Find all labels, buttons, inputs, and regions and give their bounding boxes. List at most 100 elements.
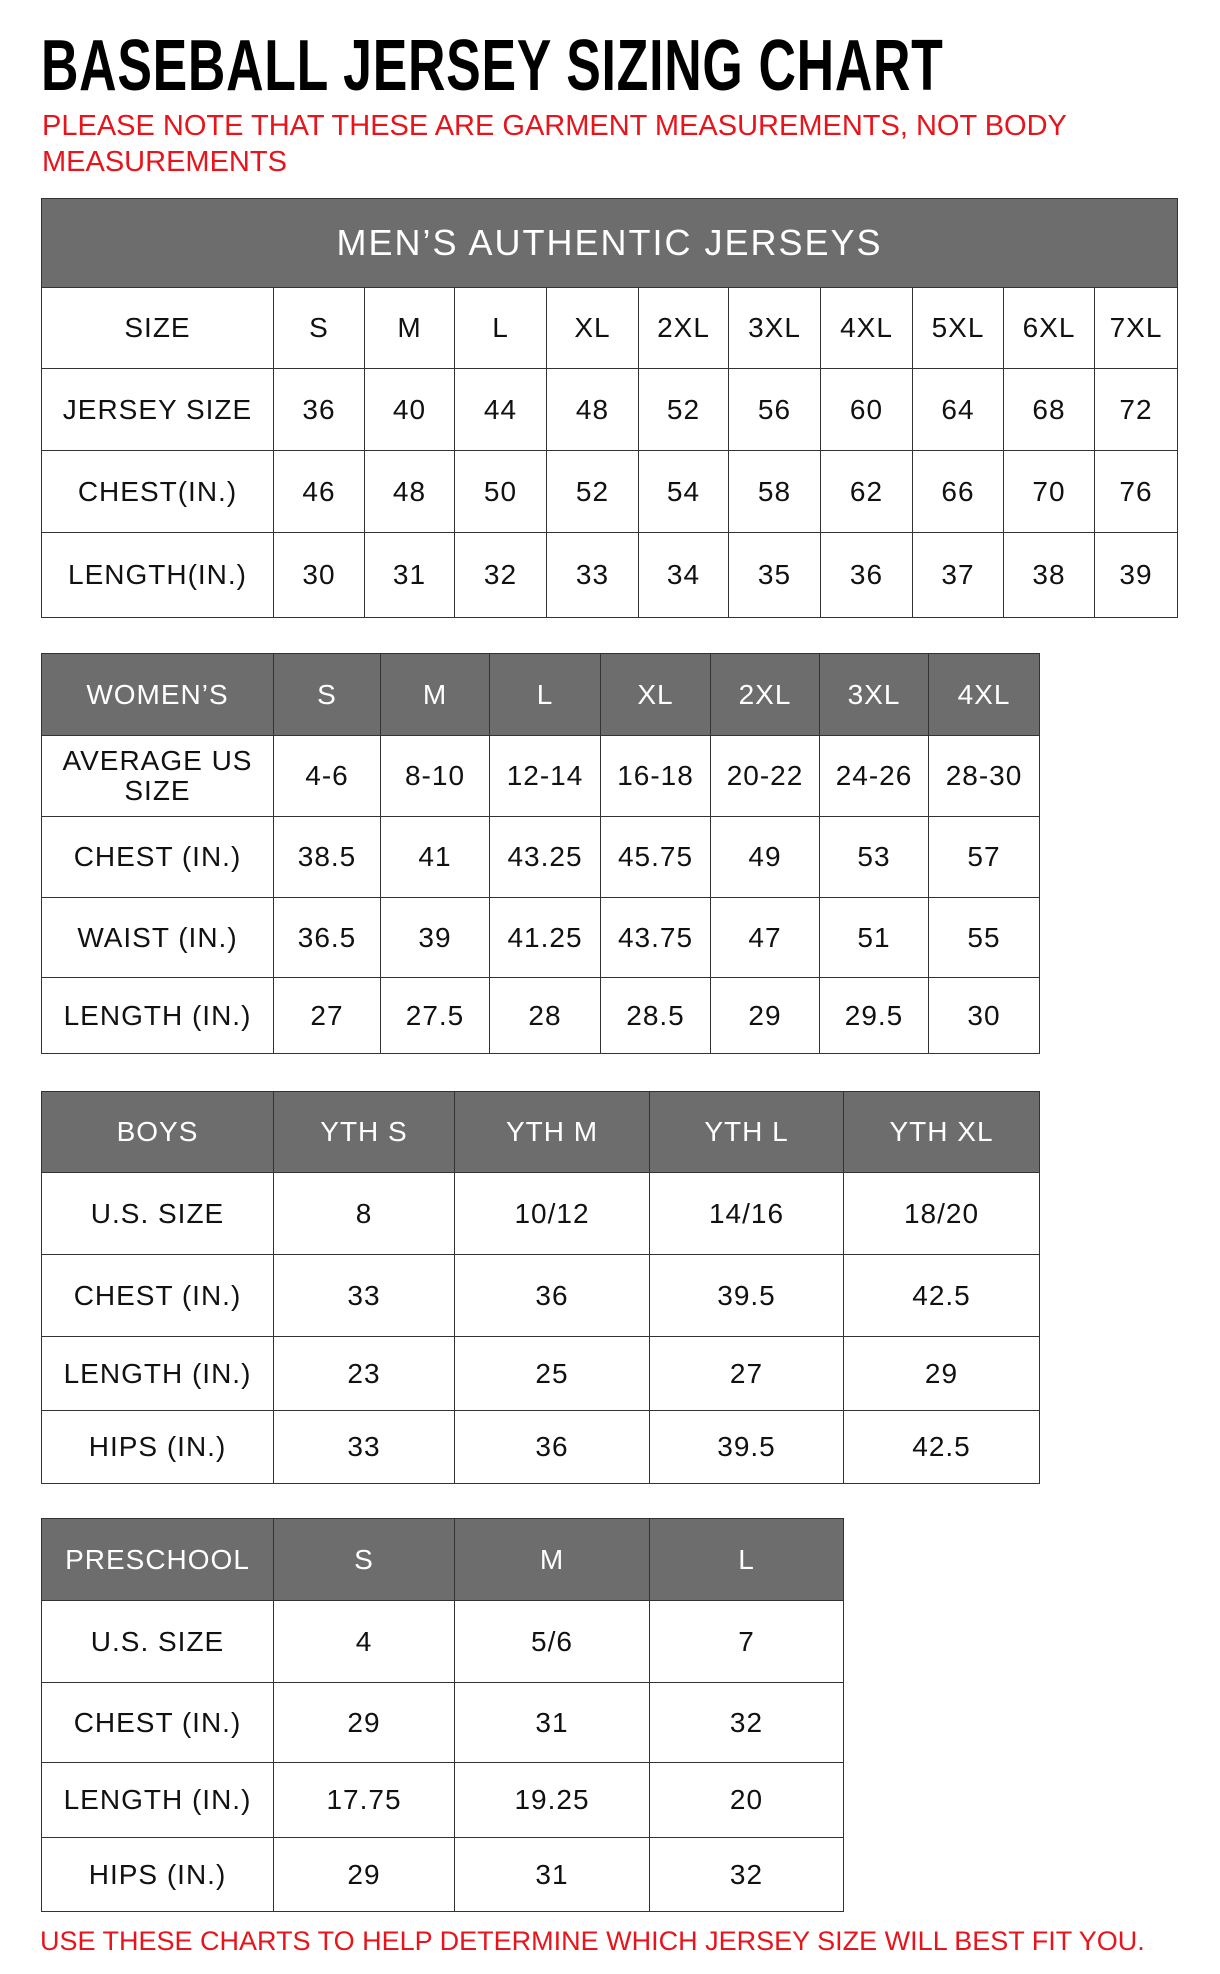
cell: 12-14 xyxy=(489,735,601,817)
mens-header-row: SIZE S M L XL 2XL 3XL 4XL 5XL 6XL 7XL xyxy=(41,287,1179,369)
cell: YTH M xyxy=(454,1091,650,1173)
cell: XL xyxy=(546,287,639,369)
cell: 28 xyxy=(489,977,601,1054)
boys-row: CHEST (IN.) 33 36 39.5 42.5 xyxy=(41,1254,1040,1337)
cell: 46 xyxy=(273,450,365,533)
cell: 29.5 xyxy=(819,977,929,1054)
cell: 39.5 xyxy=(649,1410,844,1484)
row-label: LENGTH (IN.) xyxy=(41,977,274,1054)
cell: 27 xyxy=(273,977,381,1054)
cell: 5XL xyxy=(912,287,1004,369)
cell: 55 xyxy=(928,897,1040,978)
cell: 49 xyxy=(710,816,820,898)
row-label: CHEST(IN.) xyxy=(41,450,274,533)
cell: 48 xyxy=(546,368,639,451)
cell: 41.25 xyxy=(489,897,601,978)
row-label: CHEST (IN.) xyxy=(41,1254,274,1337)
cell: 4XL xyxy=(928,653,1040,736)
row-label: PRESCHOOL xyxy=(41,1518,274,1601)
cell: 57 xyxy=(928,816,1040,898)
cell: 36 xyxy=(273,368,365,451)
row-label: HIPS (IN.) xyxy=(41,1410,274,1484)
mens-title: MEN’S AUTHENTIC JERSEYS xyxy=(40,198,1179,288)
cell: 38.5 xyxy=(273,816,381,898)
row-label: LENGTH (IN.) xyxy=(41,1762,274,1838)
cell: 28.5 xyxy=(600,977,711,1054)
cell: 30 xyxy=(273,532,365,618)
cell: L xyxy=(649,1518,844,1601)
garment-note: PLEASE NOTE THAT THESE ARE GARMENT MEASU… xyxy=(42,110,1067,178)
cell: L xyxy=(454,287,547,369)
cell: 2XL xyxy=(638,287,729,369)
cell: 4XL xyxy=(820,287,913,369)
cell: 56 xyxy=(728,368,821,451)
womens-table: WOMEN’S S M L XL 2XL 3XL 4XL AVERAGE US SIZE 4-6 8… xyxy=(41,653,1040,1054)
cell: 43.75 xyxy=(600,897,711,978)
cell: 14/16 xyxy=(649,1172,844,1255)
cell: 62 xyxy=(820,450,913,533)
cell: 36.5 xyxy=(273,897,381,978)
cell: 36 xyxy=(820,532,913,618)
boys-table: BOYS YTH S YTH M YTH L YTH XL U.S. SIZE 8 10/12… xyxy=(41,1091,1040,1484)
cell: 5/6 xyxy=(454,1600,650,1683)
cell: 27 xyxy=(649,1336,844,1411)
cell: 29 xyxy=(843,1336,1040,1411)
cell: 24-26 xyxy=(819,735,929,817)
row-label: LENGTH (IN.) xyxy=(41,1336,274,1411)
mens-table: MEN’S AUTHENTIC JERSEYS SIZE S M L XL 2XL 3XL 4… xyxy=(40,198,1179,618)
cell: 44 xyxy=(454,368,547,451)
cell: 42.5 xyxy=(843,1410,1040,1484)
boys-row: HIPS (IN.) 33 36 39.5 42.5 xyxy=(41,1410,1040,1484)
cell: 29 xyxy=(273,1837,455,1912)
preschool-row: LENGTH (IN.) 17.75 19.25 20 xyxy=(41,1762,844,1838)
womens-row: LENGTH (IN.) 27 27.5 28 28.5 29 29.5 30 xyxy=(41,977,1040,1054)
cell: 23 xyxy=(273,1336,455,1411)
row-label: JERSEY SIZE xyxy=(41,368,274,451)
preschool-row: U.S. SIZE 4 5/6 7 xyxy=(41,1600,844,1683)
row-label: LENGTH(IN.) xyxy=(41,532,274,618)
row-label: HIPS (IN.) xyxy=(41,1837,274,1912)
row-label: U.S. SIZE xyxy=(41,1172,274,1255)
row-label: U.S. SIZE xyxy=(41,1600,274,1683)
cell: 2XL xyxy=(710,653,820,736)
cell: 27.5 xyxy=(380,977,490,1054)
cell: 19.25 xyxy=(454,1762,650,1838)
cell: 38 xyxy=(1003,532,1095,618)
boys-row: LENGTH (IN.) 23 25 27 29 xyxy=(41,1336,1040,1411)
cell: 8-10 xyxy=(380,735,490,817)
cell: 16-18 xyxy=(600,735,711,817)
page-title: BASEBALL JERSEY SIZING CHART xyxy=(41,26,944,106)
cell: 66 xyxy=(912,450,1004,533)
cell: 32 xyxy=(454,532,547,618)
cell: 64 xyxy=(912,368,1004,451)
cell: 7XL xyxy=(1093,287,1179,369)
cell: 20-22 xyxy=(710,735,820,817)
cell: 35 xyxy=(728,532,821,618)
cell: 39 xyxy=(1093,532,1179,618)
row-label: WOMEN’S xyxy=(41,653,274,736)
cell: 31 xyxy=(364,532,455,618)
cell: 33 xyxy=(273,1254,455,1337)
cell: 30 xyxy=(928,977,1040,1054)
cell: XL xyxy=(600,653,711,736)
cell: 3XL xyxy=(819,653,929,736)
boys-header-row: BOYS YTH S YTH M YTH L YTH XL xyxy=(41,1091,1040,1173)
cell: 58 xyxy=(728,450,821,533)
mens-row: LENGTH(IN.) 30 31 32 33 34 35 36 37 38 39 xyxy=(41,532,1179,618)
boys-row: U.S. SIZE 8 10/12 14/16 18/20 xyxy=(41,1172,1040,1255)
cell: 51 xyxy=(819,897,929,978)
cell: 10/12 xyxy=(454,1172,650,1255)
cell: 53 xyxy=(819,816,929,898)
cell: M xyxy=(454,1518,650,1601)
cell: 70 xyxy=(1003,450,1095,533)
cell: S xyxy=(273,1518,455,1601)
cell: 3XL xyxy=(728,287,821,369)
cell: 34 xyxy=(638,532,729,618)
cell: 32 xyxy=(649,1682,844,1763)
row-label: SIZE xyxy=(41,287,274,369)
cell: M xyxy=(380,653,490,736)
cell: 31 xyxy=(454,1682,650,1763)
row-label: WAIST (IN.) xyxy=(41,897,274,978)
cell: 4 xyxy=(273,1600,455,1683)
cell: YTH S xyxy=(273,1091,455,1173)
